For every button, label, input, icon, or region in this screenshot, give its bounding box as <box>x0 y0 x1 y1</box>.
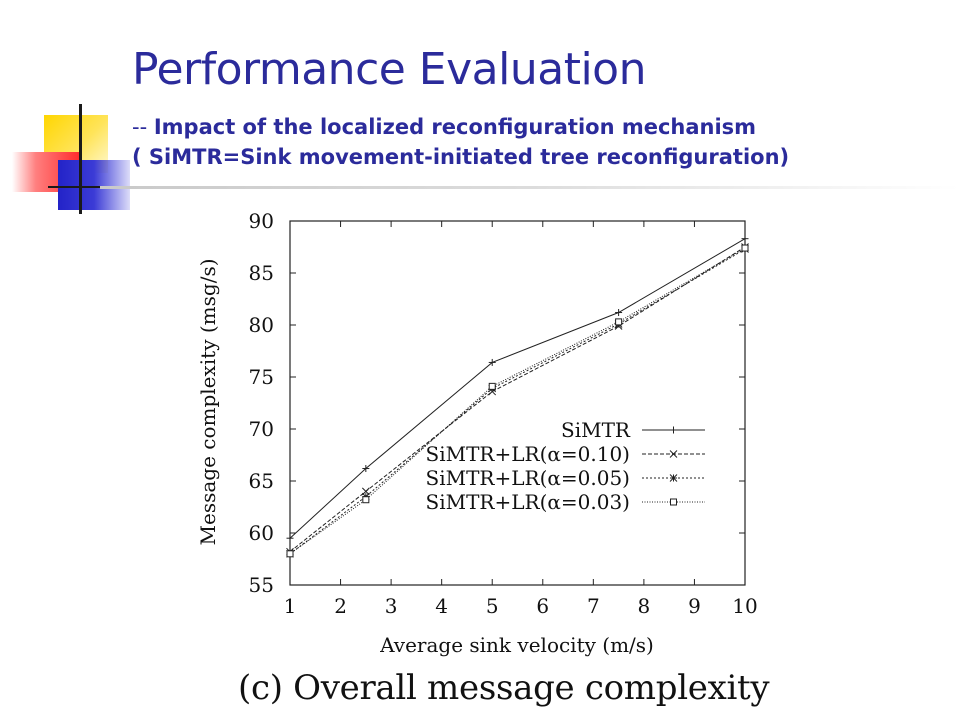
plus-marker <box>362 465 370 473</box>
x-tick-label: 9 <box>688 594 701 618</box>
chart-series <box>286 235 749 558</box>
subtitle-line-2: ( SiMTR=Sink movement-initiated tree rec… <box>132 142 789 172</box>
subtitle-dash: -- <box>132 115 148 139</box>
x-axis-label: Average sink velocity (m/s) <box>379 633 654 657</box>
x-tick-label: 8 <box>638 594 651 618</box>
decorative-horizontal-line <box>48 186 100 188</box>
decorative-vertical-line <box>79 104 82 214</box>
star-marker <box>669 474 678 482</box>
x-tick-label: 3 <box>385 594 398 618</box>
square-marker <box>670 498 677 506</box>
x-tick-label: 1 <box>284 594 297 618</box>
square-marker <box>286 550 294 558</box>
x-tick-label: 10 <box>732 594 757 618</box>
legend-label-2: SiMTR+LR(α=0.05) <box>426 466 630 490</box>
square-marker <box>488 382 496 390</box>
subtitle-text-1: Impact of the localized reconfiguration … <box>153 115 757 139</box>
y-tick-label: 55 <box>249 573 274 597</box>
plus-marker <box>670 426 677 434</box>
y-tick-label: 85 <box>249 261 274 285</box>
series-line-1 <box>289 246 746 553</box>
square-marker <box>615 318 623 326</box>
x-tick-label: 4 <box>435 594 448 618</box>
x-tick-label: 7 <box>587 594 600 618</box>
x-tick-label: 6 <box>536 594 549 618</box>
y-tick-label: 65 <box>249 469 274 493</box>
y-tick-label: 70 <box>249 417 274 441</box>
legend-label-3: SiMTR+LR(α=0.03) <box>426 490 630 514</box>
cross-marker <box>669 450 678 458</box>
chart-axes: 1 2 3 4 5 6 7 8 9 10 55 60 65 70 75 80 85 90 <box>249 209 758 618</box>
subtitle-line-1: -- Impact of the localized reconfigurati… <box>132 112 789 142</box>
slide-subtitle: -- Impact of the localized reconfigurati… <box>132 112 789 172</box>
plus-marker <box>615 309 623 317</box>
square-marker <box>362 496 370 504</box>
y-tick-label: 80 <box>249 313 274 337</box>
legend-label-0: SiMTR <box>561 418 631 442</box>
plot-frame <box>289 220 746 586</box>
title-underline <box>100 186 960 189</box>
plus-marker <box>741 235 749 243</box>
legend-label-1: SiMTR+LR(α=0.10) <box>426 442 630 466</box>
x-tick-label: 5 <box>486 594 499 618</box>
figure-caption: (c) Overall message complexity <box>238 668 770 708</box>
chart-legend: SiMTRSiMTR+LR(α=0.10)SiMTR+LR(α=0.05)SiM… <box>426 418 705 514</box>
y-tick-label: 90 <box>249 209 274 233</box>
square-marker <box>741 244 749 252</box>
y-tick-label: 60 <box>249 521 274 545</box>
subtitle-text-2: ( SiMTR=Sink movement-initiated tree rec… <box>132 145 790 169</box>
y-axis-label: Message complexity (msg/s) <box>196 258 220 545</box>
y-tick-label: 75 <box>249 365 274 389</box>
plus-marker <box>488 358 496 366</box>
plus-marker <box>286 534 294 542</box>
x-tick-label: 2 <box>334 594 347 618</box>
slide-title: Performance Evaluation <box>132 44 646 95</box>
decorative-blue-square <box>58 160 130 210</box>
